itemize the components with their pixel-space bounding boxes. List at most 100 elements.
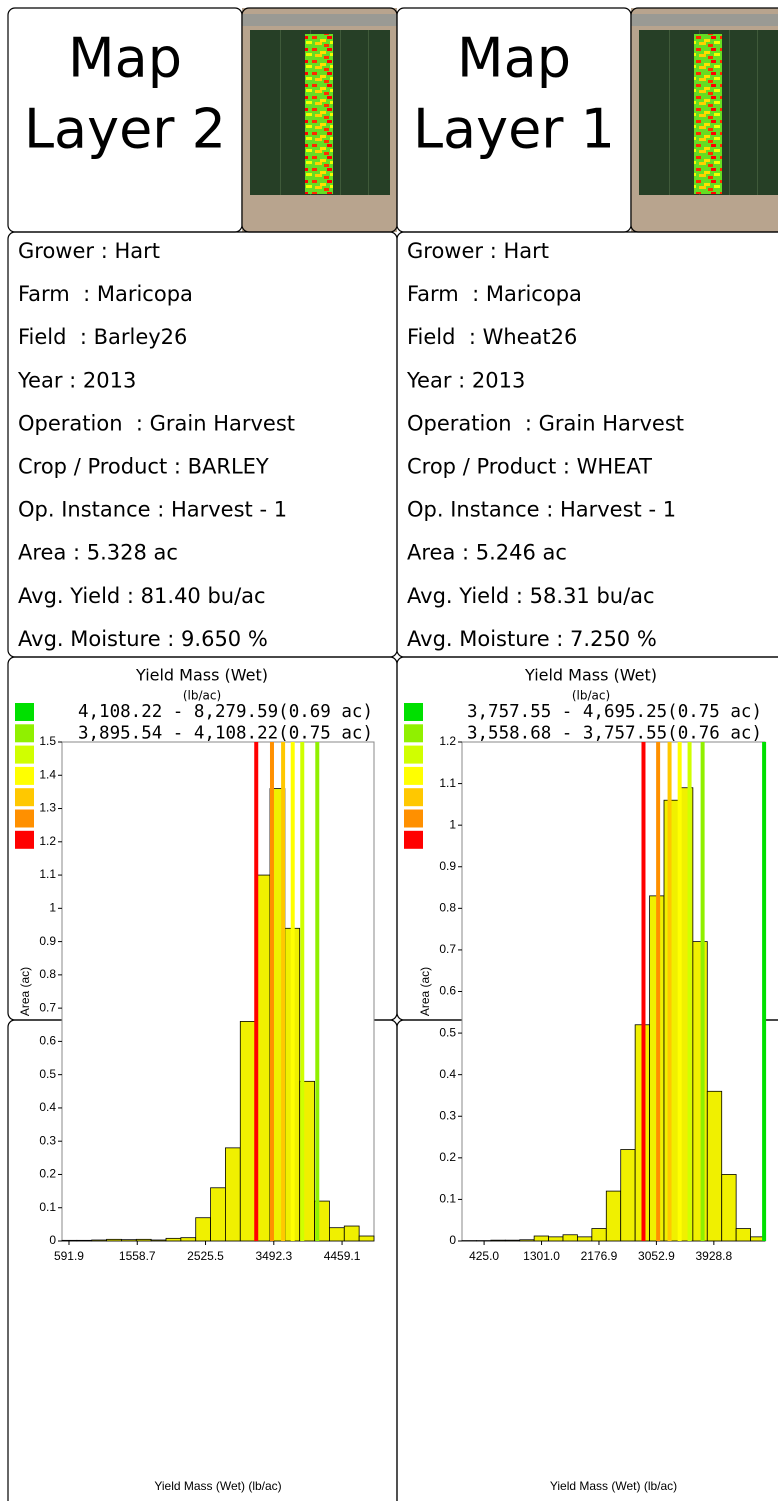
- thumbnail-strip: [305, 34, 333, 194]
- legend-entry: 3,895.54 - 4,108.22(0.75 ac): [78, 723, 373, 743]
- thumbnail-road: [631, 14, 778, 26]
- y-tick-label: 1.5: [39, 734, 56, 748]
- legend-swatch: [404, 703, 423, 721]
- legend-swatch: [404, 788, 423, 806]
- bar: [577, 1237, 591, 1241]
- x-axis-label: Yield Mass (Wet) (lb/ac): [154, 1479, 281, 1493]
- info-line: Area : 5.328 ac: [18, 541, 178, 565]
- legend-swatch: [15, 831, 34, 849]
- map-title: Layer 1: [413, 98, 615, 161]
- x-tick-label: 3052.9: [638, 1249, 675, 1263]
- map-title: Map: [68, 27, 182, 90]
- y-tick-label: 1: [449, 817, 456, 831]
- bar: [211, 1188, 226, 1241]
- y-tick-label: 1.4: [39, 767, 56, 781]
- bar: [225, 1148, 240, 1241]
- bar: [92, 1240, 107, 1241]
- info-line: Field : Wheat26: [407, 325, 577, 349]
- info-line: Grower : Hart: [18, 239, 160, 263]
- info-line: Farm : Maricopa: [407, 282, 582, 306]
- bar: [166, 1238, 181, 1241]
- bar: [62, 1240, 77, 1241]
- y-tick-label: 1.1: [39, 867, 56, 881]
- bar: [151, 1240, 166, 1241]
- y-tick-label: 0.9: [39, 934, 56, 948]
- bar: [549, 1237, 563, 1241]
- y-tick-label: 0.4: [39, 1100, 56, 1114]
- y-tick-label: 0.8: [39, 967, 56, 981]
- y-tick-label: 1.2: [439, 734, 456, 748]
- info-line: Operation : Grain Harvest: [18, 411, 295, 435]
- bar: [707, 1091, 721, 1241]
- bar: [563, 1235, 577, 1241]
- thumbnail-row: [757, 30, 758, 195]
- x-tick-label: 3492.3: [255, 1249, 292, 1263]
- y-tick-label: 0.2: [39, 1167, 56, 1181]
- y-tick-label: 0.6: [439, 984, 456, 998]
- y-axis-label: Area (ac): [418, 967, 432, 1016]
- y-tick-label: 0: [49, 1233, 56, 1247]
- bar: [534, 1236, 548, 1241]
- bar: [621, 1150, 635, 1241]
- bar: [693, 942, 707, 1241]
- bar: [592, 1229, 606, 1241]
- histogram: 00.10.20.30.40.50.60.70.80.911.11.21.31.…: [18, 734, 374, 1493]
- info-line: Avg. Yield : 58.31 bu/ac: [407, 584, 655, 608]
- histogram: 00.10.20.30.40.50.60.70.80.911.11.2425.0…: [418, 734, 765, 1493]
- x-tick-label: 591.9: [54, 1249, 84, 1263]
- legend-swatch: [15, 767, 34, 785]
- info-line: Field : Barley26: [18, 325, 187, 349]
- legend-swatch: [15, 746, 34, 764]
- y-tick-label: 0.1: [439, 1192, 456, 1206]
- legend-entry: 3,558.68 - 3,757.55(0.76 ac): [467, 723, 762, 743]
- y-tick-label: 0.8: [439, 901, 456, 915]
- thumbnail-strip: [694, 34, 722, 194]
- legend-swatch: [404, 746, 423, 764]
- y-tick-label: 1: [49, 901, 56, 915]
- info-line: Op. Instance : Harvest - 1: [18, 498, 287, 522]
- bar: [329, 1228, 344, 1241]
- bar: [606, 1191, 620, 1241]
- legend-title: Yield Mass (Wet): [135, 666, 268, 685]
- x-tick-label: 425.0: [469, 1249, 499, 1263]
- info-line: Grower : Hart: [407, 239, 549, 263]
- legend-swatch: [15, 724, 34, 742]
- y-tick-label: 0.5: [439, 1025, 456, 1039]
- bar: [121, 1240, 136, 1241]
- y-tick-label: 0.7: [439, 942, 456, 956]
- info-line: Farm : Maricopa: [18, 282, 193, 306]
- bar: [359, 1236, 374, 1241]
- bar: [196, 1218, 211, 1241]
- info-line: Year : 2013: [17, 368, 136, 392]
- y-tick-label: 0.7: [39, 1000, 56, 1014]
- bar: [344, 1226, 359, 1241]
- info-line: Avg. Moisture : 7.250 %: [407, 627, 657, 651]
- x-tick-label: 1301.0: [523, 1249, 560, 1263]
- bar: [491, 1240, 505, 1241]
- bar: [240, 1021, 255, 1241]
- thumbnail-row: [729, 30, 730, 195]
- info-line: Operation : Grain Harvest: [407, 411, 684, 435]
- legend-entry: 4,108.22 - 8,279.59(0.69 ac): [78, 702, 373, 722]
- thumbnail-row: [669, 30, 670, 195]
- y-tick-label: 1.1: [439, 776, 456, 790]
- y-tick-label: 1.2: [39, 834, 56, 848]
- y-tick-label: 0.2: [439, 1150, 456, 1164]
- bar: [77, 1240, 92, 1241]
- bar: [505, 1240, 519, 1241]
- y-tick-label: 0.1: [39, 1200, 56, 1214]
- y-axis-label: Area (ac): [18, 967, 32, 1016]
- y-tick-label: 0: [449, 1233, 456, 1247]
- legend-swatch: [404, 724, 423, 742]
- report: MapLayer 2Grower : HartFarm : MaricopaFi…: [0, 0, 778, 1501]
- legend-swatch: [15, 810, 34, 828]
- thumbnail-row: [340, 30, 341, 195]
- bar: [136, 1239, 151, 1241]
- legend-swatch: [404, 831, 423, 849]
- legend-swatch: [15, 788, 34, 806]
- info-line: Year : 2013: [406, 368, 525, 392]
- y-tick-label: 0.4: [439, 1067, 456, 1081]
- y-tick-label: 0.5: [39, 1067, 56, 1081]
- x-tick-label: 2176.9: [581, 1249, 618, 1263]
- thumbnail-road: [242, 14, 397, 26]
